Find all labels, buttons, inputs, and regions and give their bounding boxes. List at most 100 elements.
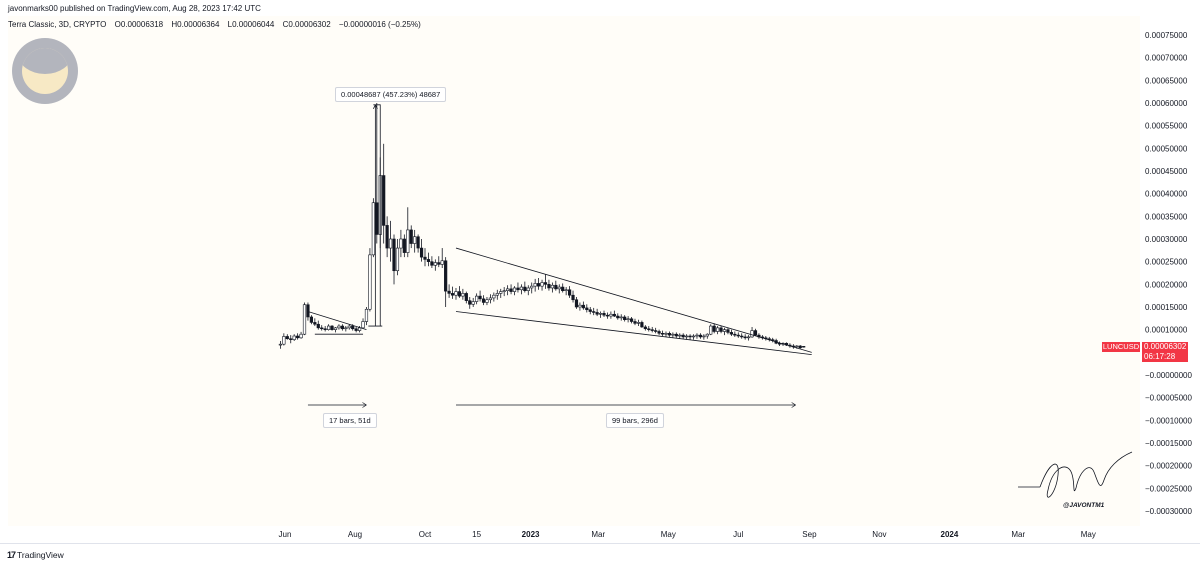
candle-up	[795, 345, 799, 348]
y-axis-tick-label: 0.00055000	[1145, 122, 1188, 131]
candle-up	[357, 327, 362, 331]
candle-up	[471, 301, 475, 305]
y-axis-tick-label: 0.00025000	[1145, 258, 1188, 267]
candle-down	[585, 307, 589, 311]
candle-up	[278, 343, 283, 346]
candle-down	[392, 238, 396, 272]
candle-up	[722, 329, 727, 332]
candle-up	[716, 327, 720, 332]
candle-up	[488, 297, 493, 301]
y-axis-tick-label: −0.00000000	[1145, 371, 1192, 380]
candle-up	[388, 238, 393, 249]
ohlc-high: H0.00006364	[171, 20, 220, 29]
candle-up	[526, 287, 530, 291]
candle-down	[561, 286, 565, 291]
candle-down	[650, 329, 654, 331]
candle-up	[685, 335, 689, 338]
candle-down	[416, 236, 420, 249]
x-axis-tick-label: Aug	[348, 530, 362, 539]
symbol-price-tag: LUNCUSD	[1102, 342, 1140, 352]
candle-down	[351, 325, 355, 330]
candle-down	[313, 322, 317, 325]
candle-down	[430, 261, 434, 266]
tradingview-logo-icon: 17	[7, 550, 16, 560]
candle-down	[409, 229, 413, 244]
candle-down	[509, 288, 513, 292]
y-axis-tick-label: 0.00015000	[1145, 303, 1188, 312]
candle-down	[571, 294, 575, 301]
candle-up	[461, 293, 465, 297]
candle-down	[382, 175, 386, 226]
ohlc-low: L0.00006044	[227, 20, 275, 29]
candle-down	[481, 298, 486, 303]
candle-up	[499, 291, 503, 294]
candle-up	[530, 285, 534, 289]
candle-down	[478, 295, 482, 300]
candle-up	[440, 260, 444, 265]
candle-down	[592, 311, 596, 313]
candle-down	[285, 336, 289, 340]
candle-down	[595, 312, 599, 315]
y-axis-tick-label: −0.00015000	[1145, 439, 1192, 448]
candle-down	[444, 260, 448, 292]
candle-down	[698, 334, 703, 338]
x-axis-tick-label: 15	[472, 530, 481, 539]
x-axis-tick-label: Jul	[733, 530, 743, 539]
candle-up	[399, 238, 403, 249]
candle-down	[450, 293, 455, 296]
candle-up	[475, 295, 479, 302]
range1-arrow-arrowhead	[362, 402, 367, 408]
brand-name: TradingView	[17, 550, 64, 560]
y-axis-tick-label: 0.00065000	[1145, 76, 1188, 85]
candle-up	[512, 287, 517, 292]
big-wedge-lower-line	[455, 311, 812, 355]
candle-down	[667, 332, 672, 336]
candle-down	[523, 286, 527, 291]
candle-down	[547, 284, 551, 289]
candle-down	[629, 318, 634, 322]
candle-up	[747, 336, 751, 339]
candle-down	[516, 287, 520, 291]
candle-down	[654, 330, 658, 332]
candle-up	[636, 322, 641, 324]
candle-down	[681, 334, 685, 338]
candle-down	[743, 336, 747, 339]
y-axis-tick-label: 0.00040000	[1145, 190, 1188, 199]
candle-down	[447, 290, 451, 294]
candle-up	[299, 333, 303, 339]
x-axis-tick-label: Oct	[419, 530, 432, 539]
candle-down	[602, 313, 606, 316]
ohlc-close: C0.00006302	[282, 20, 331, 29]
range1-measure-label[interactable]: 17 bars, 51d	[323, 413, 377, 428]
candle-up	[557, 286, 561, 290]
candle-up	[506, 288, 510, 291]
candle-up	[433, 262, 437, 266]
candle-up	[533, 283, 537, 287]
candle-down	[740, 335, 744, 338]
candle-up	[695, 334, 699, 337]
publisher-line: javonmarks00 published on TradingView.co…	[8, 4, 261, 13]
candle-down	[340, 325, 344, 330]
symbol-name[interactable]: Terra Classic, 3D, CRYPTO	[8, 20, 107, 29]
x-axis-tick-label: May	[1081, 530, 1096, 539]
x-axis-tick-label: Nov	[872, 530, 886, 539]
chart-pane[interactable]	[8, 16, 1140, 526]
peak-measure-label[interactable]: 0.00048687 (457.23%) 48687	[335, 87, 447, 102]
candle-up	[702, 335, 706, 338]
y-axis-tick-label: 0.00070000	[1145, 54, 1188, 63]
candle-down	[437, 262, 441, 265]
candle-up	[691, 335, 696, 338]
candle-up	[368, 254, 372, 310]
y-axis-tick-label: 0.00045000	[1145, 167, 1188, 176]
candle-up	[371, 202, 375, 256]
candle-down	[354, 328, 358, 331]
range2-measure-label[interactable]: 99 bars, 296d	[606, 413, 664, 428]
tradingview-brand[interactable]: 17 TradingView	[7, 550, 64, 560]
candle-down	[660, 332, 665, 335]
candle-down	[588, 309, 592, 312]
peak-measure-arrow	[373, 104, 378, 109]
bar-countdown: 06:17:28	[1144, 352, 1176, 361]
x-axis-tick-label: Mar	[1011, 530, 1025, 539]
